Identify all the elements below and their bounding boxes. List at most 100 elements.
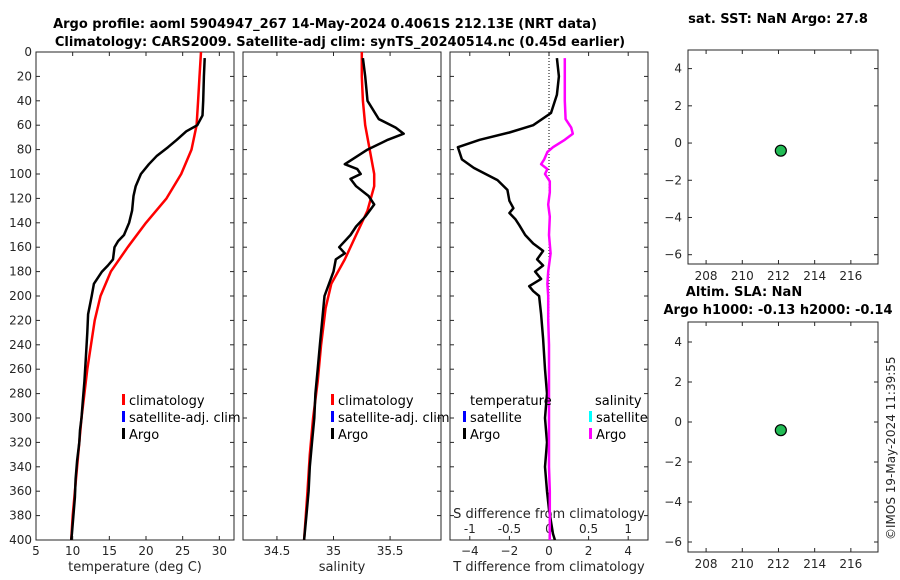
- depth-tick-label: 120: [9, 191, 32, 205]
- temperature-panel: 0 20 40 60 80 100 120 140 160 180 200 220 240 260 280 3…: [9, 45, 241, 575]
- lon-tick-label: 214: [803, 557, 826, 571]
- lat-tick-label: 0: [674, 415, 682, 429]
- s-diff-tick-label: 0.5: [579, 522, 598, 536]
- lon-tick-label: 216: [839, 557, 862, 571]
- title-line-2: Climatology: CARS2009. Satellite-adj cli…: [55, 35, 625, 50]
- lat-tick-label: −6: [664, 535, 682, 549]
- depth-tick-label: 260: [9, 362, 32, 376]
- x-tick-label: 10: [65, 544, 80, 558]
- depth-tick-label: 100: [9, 167, 32, 181]
- lon-tick-label: 210: [731, 557, 754, 571]
- salinity-panel: 34.5 35 35.5 salinity climatology satellite-a…: [242, 51, 450, 575]
- argo-salinity-line: [302, 57, 405, 541]
- climatology-salinity-line: [302, 52, 376, 541]
- s-legend-argo-label: Argo: [596, 428, 626, 443]
- title-line-1: Argo profile: aoml 5904947_267 14-May-20…: [53, 17, 597, 32]
- lat-tick-label: −2: [664, 173, 682, 187]
- sla-title-1: Altim. SLA: NaN: [686, 285, 802, 300]
- x-tick-label: −2: [501, 544, 519, 558]
- x-tick-label: 35: [326, 544, 341, 558]
- t-legend-argo-label: Argo: [470, 428, 500, 443]
- temp-legend-1-swatch: [122, 411, 125, 422]
- lat-tick-label: 2: [674, 99, 682, 113]
- lat-tick-label: 4: [674, 335, 682, 349]
- x-tick-label: 0: [545, 544, 553, 558]
- s-legend-argo-swatch: [589, 428, 592, 439]
- lat-tick-label: −6: [664, 248, 682, 262]
- x-tick-label: 4: [624, 544, 632, 558]
- depth-tick-label: 400: [9, 533, 32, 547]
- temperature-axes-box: [35, 51, 235, 541]
- x-tick-label: −4: [461, 544, 479, 558]
- argo-location-marker: [774, 144, 787, 157]
- x-tick-label: 20: [138, 544, 153, 558]
- depth-tick-label: 180: [9, 265, 32, 279]
- depth-tick-label: 160: [9, 240, 32, 254]
- s-legend-satellite-swatch: [589, 411, 592, 422]
- timestamp-stamp: ©IMOS 19-May-2024 11:39:55: [884, 356, 898, 540]
- t-legend-argo-swatch: [463, 428, 466, 439]
- argo-temperature-line: [69, 58, 206, 541]
- x-tick-label: 2: [585, 544, 593, 558]
- sla_location-axes-box: [687, 321, 879, 553]
- t-legend-satellite-swatch: [463, 411, 466, 422]
- lon-tick-label: 214: [803, 269, 826, 283]
- lon-tick-label: 216: [839, 269, 862, 283]
- s-legend-satellite-label: satellite: [596, 411, 648, 426]
- lon-tick-label: 208: [695, 557, 718, 571]
- temp-legend-2-swatch: [122, 428, 125, 439]
- lat-tick-label: −2: [664, 455, 682, 469]
- temp-legend-2-label: Argo: [129, 428, 159, 443]
- salinity-axes-box: [242, 51, 442, 541]
- sla-title-2: Argo h1000: -0.13 h2000: -0.14: [663, 303, 892, 318]
- depth-tick-label: 320: [9, 435, 32, 449]
- sal-legend-0-swatch: [331, 394, 334, 405]
- sst-location-panel: −6 −4 −2 0 2 4 208 210 212 214 216: [664, 49, 879, 283]
- t-legend-satellite-label: satellite: [470, 411, 522, 426]
- temperature-xlabel: temperature (deg C): [68, 560, 202, 575]
- sla-location-panel: −6 −4 −2 0 2 4 208 210 212 214 216: [664, 321, 879, 571]
- lon-tick-label: 212: [767, 269, 790, 283]
- sal-legend-0-label: climatology: [338, 394, 414, 409]
- lat-tick-label: 4: [674, 62, 682, 76]
- argo-location-marker: [774, 424, 787, 437]
- depth-tick-label: 380: [9, 509, 32, 523]
- sst_location-axes-box: [687, 49, 879, 265]
- depth-tick-label: 40: [17, 94, 32, 108]
- lon-tick-label: 212: [767, 557, 790, 571]
- sal-legend-2-label: Argo: [338, 428, 368, 443]
- lon-tick-label: 210: [731, 269, 754, 283]
- lat-tick-label: 2: [674, 375, 682, 389]
- depth-tick-label: 0: [24, 45, 32, 59]
- x-tick-label: 15: [102, 544, 117, 558]
- difference-xlabel: T difference from climatology: [452, 560, 645, 575]
- legend-title-temperature: temperature: [470, 394, 552, 409]
- x-tick-label: 5: [32, 544, 40, 558]
- temp-legend-1-label: satellite-adj. clim: [129, 411, 241, 426]
- legend-title-salinity: salinity: [595, 394, 642, 409]
- lon-tick-label: 208: [695, 269, 718, 283]
- s-diff-tick-label: 1: [624, 522, 632, 536]
- depth-tick-label: 200: [9, 289, 32, 303]
- x-tick-label: 35.5: [377, 544, 404, 558]
- depth-tick-label: 20: [17, 69, 32, 83]
- argo-t-difference-line: [456, 57, 561, 541]
- depth-tick-label: 240: [9, 338, 32, 352]
- lat-tick-label: −4: [664, 495, 682, 509]
- sal-legend-1-swatch: [331, 411, 334, 422]
- s-diff-tick-label: -1: [464, 522, 476, 536]
- lat-tick-label: −4: [664, 210, 682, 224]
- temp-legend-0-label: climatology: [129, 394, 205, 409]
- salinity-xlabel: salinity: [319, 560, 366, 575]
- lat-tick-label: 0: [674, 136, 682, 150]
- depth-tick-label: 300: [9, 411, 32, 425]
- depth-tick-label: 340: [9, 460, 32, 474]
- x-tick-label: 25: [175, 544, 190, 558]
- s-diff-tick-label: -0.5: [498, 522, 521, 536]
- argo-s-difference-line: [539, 58, 575, 540]
- depth-tick-label: 80: [17, 143, 32, 157]
- sst-title: sat. SST: NaN Argo: 27.8: [688, 12, 868, 27]
- x-tick-label: 30: [212, 544, 227, 558]
